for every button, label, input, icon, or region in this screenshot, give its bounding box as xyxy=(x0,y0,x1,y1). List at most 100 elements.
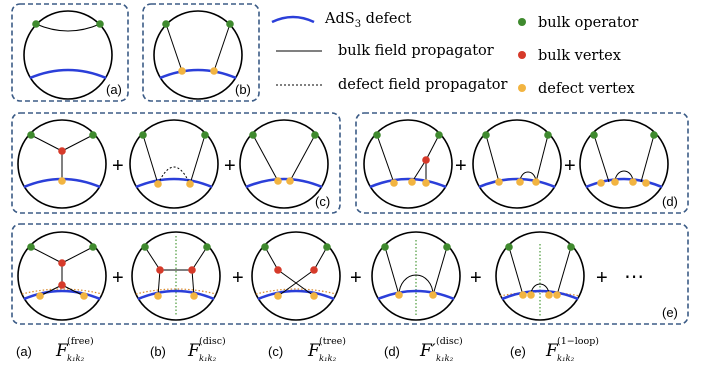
caption-text: k₁k₂ xyxy=(199,354,217,364)
diagram-e5 xyxy=(495,231,585,321)
panel-label-e: (e) xyxy=(662,305,678,320)
caption-b: (b) F k₁k₂ (disc) xyxy=(150,336,226,364)
caption-text: (tree) xyxy=(319,336,346,347)
ads3-defect-line xyxy=(159,68,237,80)
bulk-propagator xyxy=(142,134,159,185)
diagram-c1 xyxy=(17,119,107,209)
bulk-operator-dot xyxy=(249,131,257,139)
bulk-propagator xyxy=(157,269,161,297)
bulk-propagator xyxy=(432,246,448,296)
caption-text: F xyxy=(545,341,559,361)
plus-sign: + xyxy=(224,155,236,177)
plus-sign: + xyxy=(455,155,467,177)
bulk-operator-dot xyxy=(89,131,97,139)
bulk-vertex-dot xyxy=(58,147,66,155)
ads3-defect-line xyxy=(585,177,663,189)
defect-vertex-dot xyxy=(36,292,44,300)
defect-vertex-dot xyxy=(274,292,282,300)
ads-disk-boundary xyxy=(251,231,341,321)
bulk-propagator xyxy=(35,23,101,32)
legend-bulk-vertex-label: bulk vertex xyxy=(538,48,621,64)
bulk-vertex-dot xyxy=(518,51,526,59)
dotted-cut-line xyxy=(135,288,217,295)
bulk-propagator xyxy=(252,134,279,182)
caption-text: (d) xyxy=(384,344,400,359)
bulk-operator-dot xyxy=(435,131,443,139)
bulk-propagator xyxy=(165,23,183,72)
defect-vertex-dot xyxy=(274,177,282,185)
plus-sign: + xyxy=(564,155,576,177)
defect-vertex-dot xyxy=(186,180,194,188)
defect-vertex-dot xyxy=(395,291,403,299)
defect-vertex-dot xyxy=(545,291,553,299)
defect-vertex-dot xyxy=(390,179,398,187)
ads3-defect-line xyxy=(137,289,215,301)
defect-vertex-dot xyxy=(527,291,535,299)
bulk-vertex-dot xyxy=(58,281,66,289)
defect-vertex-dot xyxy=(429,291,437,299)
bulk-operator-dot xyxy=(544,131,552,139)
bulk-propagator xyxy=(144,246,161,271)
bulk-propagator xyxy=(61,284,85,297)
bulk-operator-dot xyxy=(139,131,147,139)
panel-e-frame xyxy=(11,223,689,325)
ads3-defect-line xyxy=(377,289,455,301)
plus-sign: + xyxy=(350,267,362,289)
diagram-c2 xyxy=(129,119,219,209)
bulk-vertex-dot xyxy=(422,156,430,164)
bulk-propagator xyxy=(508,246,524,296)
bulk-operator-dot xyxy=(32,20,40,28)
bulk-vertex-dot xyxy=(274,266,282,274)
caption-text: (a) xyxy=(16,344,32,359)
caption-d: (d) F′ k₁k₂ (disc) xyxy=(384,336,463,364)
dotted-cut-line xyxy=(21,288,103,295)
defect-vertex-dot xyxy=(286,177,294,185)
ads3-defect-line xyxy=(478,177,556,189)
bulk-propagator xyxy=(411,159,427,183)
bulk-vertex-dot xyxy=(188,266,196,274)
bulk-vertex-dot xyxy=(310,266,318,274)
bulk-operator-dot xyxy=(27,131,35,139)
bulk-propagator xyxy=(640,134,655,183)
bulk-propagator xyxy=(593,134,610,183)
legend-defect-label: AdS3 defect xyxy=(324,11,412,30)
ads3-defect-line xyxy=(501,289,579,301)
defect-vertex-dot xyxy=(642,179,650,187)
bulk-operator-dot xyxy=(201,131,209,139)
defect-vertex-dot xyxy=(519,291,527,299)
defect-vertex-dot xyxy=(422,179,430,187)
defect-vertex-dot xyxy=(495,178,503,186)
bulk-operator-dot xyxy=(141,243,149,251)
bulk-propagator xyxy=(191,269,195,297)
ads-disk-boundary xyxy=(239,119,329,209)
bulk-propagator xyxy=(191,246,208,271)
diagram-c3 xyxy=(239,119,329,209)
bulk-propagator xyxy=(384,246,400,296)
defect-vertex-dot xyxy=(154,292,162,300)
legend-bulk-operator-label: bulk operator xyxy=(538,15,638,31)
bulk-operator-dot xyxy=(226,20,234,28)
caption-a: (a) F k₁k₂ (free) xyxy=(16,336,94,364)
bulk-propagator xyxy=(30,134,63,152)
diagram-a xyxy=(23,10,113,100)
bulk-propagator xyxy=(425,134,440,161)
caption-e: (e) F k₁k₂ (1−loop) xyxy=(510,336,599,364)
caption-text: F xyxy=(307,341,321,361)
panel-label-c: (c) xyxy=(315,194,330,209)
bulk-vertex-dot xyxy=(58,259,66,267)
bulk-operator-dot xyxy=(96,20,104,28)
caption-text: k₁k₂ xyxy=(557,354,575,364)
legend: AdS3 defect bulk field propagator defect… xyxy=(271,11,638,97)
defect-vertex-dot xyxy=(553,291,561,299)
caption-text: (b) xyxy=(150,344,166,359)
diagram-e2 xyxy=(131,231,221,321)
panel-label-a: (a) xyxy=(106,82,122,97)
bulk-propagator xyxy=(530,283,550,296)
defect-vertex-dot xyxy=(80,292,88,300)
bulk-propagator xyxy=(398,274,434,296)
legend-bulk-propagator-label: bulk field propagator xyxy=(338,43,494,59)
bulk-propagator xyxy=(313,246,328,271)
ads3-defect-line xyxy=(23,289,101,301)
caption-text: (disc) xyxy=(199,336,226,347)
